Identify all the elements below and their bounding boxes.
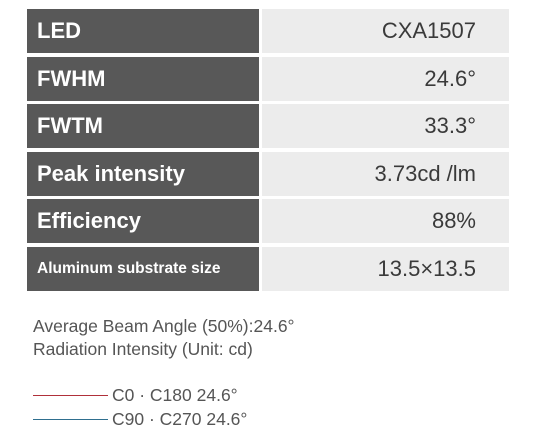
spec-label: FWHM <box>27 56 259 101</box>
beam-angle-note: Average Beam Angle (50%):24.6° <box>33 316 295 336</box>
spec-value: 3.73cd /lm <box>262 151 509 196</box>
spec-value: 24.6° <box>262 56 509 101</box>
legend-label: C90 · C270 24.6° <box>112 408 248 429</box>
spec-row-fwhm: FWHM 24.6° <box>27 56 509 101</box>
spec-label: Peak intensity <box>27 151 259 196</box>
spec-label: Efficiency <box>27 199 259 243</box>
legend-item-c0-c180: C0 · C180 24.6° <box>33 383 247 407</box>
spec-label: FWTM <box>27 104 259 148</box>
spec-row-substrate-size: Aluminum substrate size 13.5×13.5 <box>27 246 509 291</box>
spec-row-peak-intensity: Peak intensity 3.73cd /lm <box>27 151 509 196</box>
spec-value: 13.5×13.5 <box>262 246 509 291</box>
spec-table: LED CXA1507 FWHM 24.6° FWTM 33.3° Peak i… <box>27 9 509 294</box>
spec-row-led: LED CXA1507 <box>27 9 509 53</box>
spec-row-efficiency: Efficiency 88% <box>27 199 509 243</box>
spec-label: LED <box>27 9 259 53</box>
spec-label: Aluminum substrate size <box>27 246 259 291</box>
legend-line-swatch <box>33 394 108 396</box>
legend-label: C0 · C180 24.6° <box>112 384 238 405</box>
spec-value: 33.3° <box>262 104 509 148</box>
divider <box>259 246 262 291</box>
legend: C0 · C180 24.6° C90 · C270 24.6° <box>33 383 247 431</box>
divider <box>259 9 262 53</box>
radiation-intensity-note: Radiation Intensity (Unit: cd) <box>33 339 253 359</box>
divider <box>259 56 262 101</box>
legend-line-swatch <box>33 418 108 420</box>
notes: Average Beam Angle (50%):24.6° Radiation… <box>33 315 295 361</box>
divider <box>259 151 262 196</box>
divider <box>259 199 262 243</box>
spec-value: CXA1507 <box>262 9 509 53</box>
divider <box>259 104 262 148</box>
spec-value: 88% <box>262 199 509 243</box>
legend-item-c90-c270: C90 · C270 24.6° <box>33 407 247 431</box>
spec-row-fwtm: FWTM 33.3° <box>27 104 509 148</box>
